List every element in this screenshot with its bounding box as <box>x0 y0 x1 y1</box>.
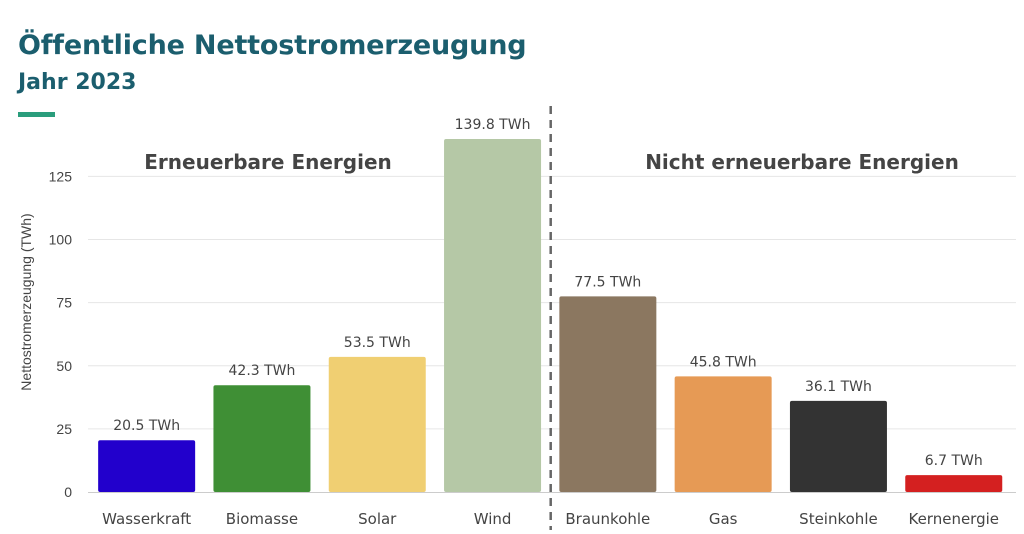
y-tick-label: 125 <box>49 168 73 184</box>
category-label: Kernenergie <box>908 510 999 528</box>
value-label: 53.5 TWh <box>344 335 411 351</box>
group-label: Nicht erneuerbare Energien <box>645 150 959 174</box>
value-label: 77.5 TWh <box>574 274 641 290</box>
category-label: Biomasse <box>226 510 298 528</box>
value-labels: 20.5 TWh 42.3 TWh 53.5 TWh 139.8 TWh 77.5 TW… <box>113 117 983 469</box>
value-label: 45.8 TWh <box>690 354 757 370</box>
bar-biomasse <box>213 385 311 492</box>
bar-kernenergie <box>905 475 1003 492</box>
bar-braunkohle <box>559 296 657 492</box>
y-axis-ticks: 0 25 50 75 100 125 <box>49 168 73 500</box>
y-axis-label: Nettostromerzeugung (TWh) <box>18 213 34 390</box>
y-tick-label: 50 <box>56 358 72 374</box>
value-label: 6.7 TWh <box>925 453 983 469</box>
y-tick-label: 100 <box>49 232 73 248</box>
bar-gas <box>674 376 772 492</box>
category-label: Braunkohle <box>565 510 650 528</box>
y-tick-label: 75 <box>56 295 72 311</box>
value-label: 36.1 TWh <box>805 379 872 395</box>
category-label: Gas <box>709 510 738 528</box>
bar-wasserkraft <box>98 440 196 492</box>
value-label: 42.3 TWh <box>229 363 296 379</box>
value-label: 139.8 TWh <box>455 117 531 133</box>
bar-wind <box>444 139 542 492</box>
category-labels: Wasserkraft Biomasse Solar Wind Braunkohle Ga… <box>102 510 999 528</box>
bar-solar <box>328 356 426 492</box>
category-label: Wasserkraft <box>102 510 191 528</box>
value-label: 20.5 TWh <box>113 418 180 434</box>
category-label: Solar <box>358 510 397 528</box>
group-labels: Erneuerbare Energien Nicht erneuerbare En… <box>144 150 959 174</box>
group-label: Erneuerbare Energien <box>144 150 392 174</box>
accent-bar <box>18 112 55 117</box>
y-tick-label: 0 <box>64 484 72 500</box>
bar-steinkohle <box>789 400 887 492</box>
chart-subtitle: Jahr 2023 <box>18 70 137 95</box>
bars <box>98 139 1003 492</box>
category-label: Wind <box>474 510 512 528</box>
y-tick-label: 25 <box>56 421 72 437</box>
chart-title: Öffentliche Nettostromerzeugung <box>18 30 527 61</box>
category-label: Steinkohle <box>799 510 878 528</box>
